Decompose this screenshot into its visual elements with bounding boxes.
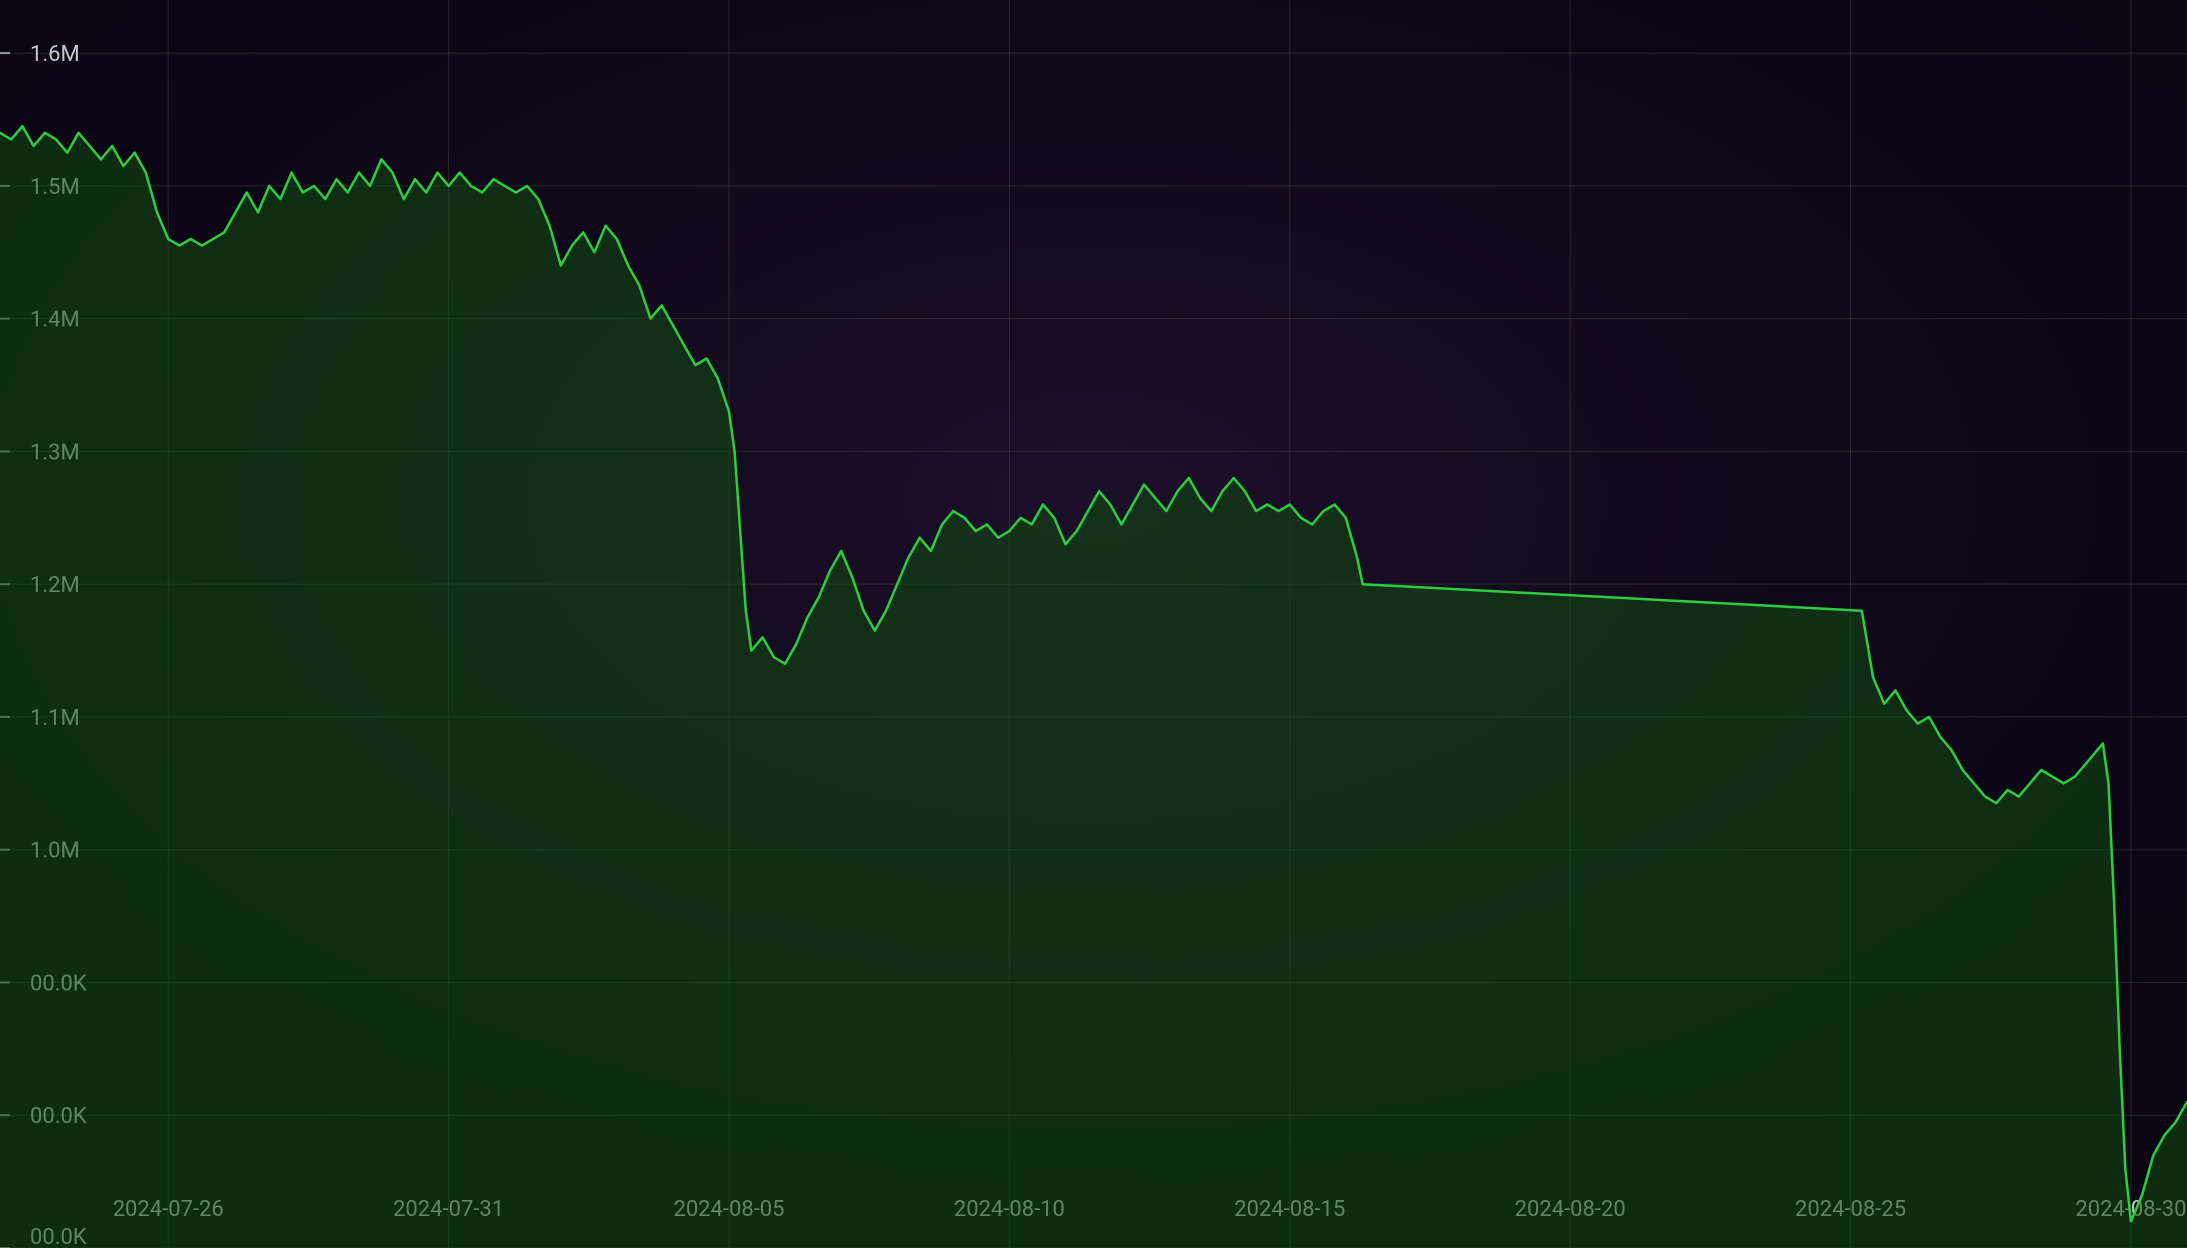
y-tick-label: 1.6M [30,42,80,67]
price-chart: 1.6M1.5M1.4M1.3M1.2M1.1M1.0M00.0K00.0K00… [0,0,2187,1248]
chart-svg: 1.6M1.5M1.4M1.3M1.2M1.1M1.0M00.0K00.0K00… [0,0,2187,1248]
